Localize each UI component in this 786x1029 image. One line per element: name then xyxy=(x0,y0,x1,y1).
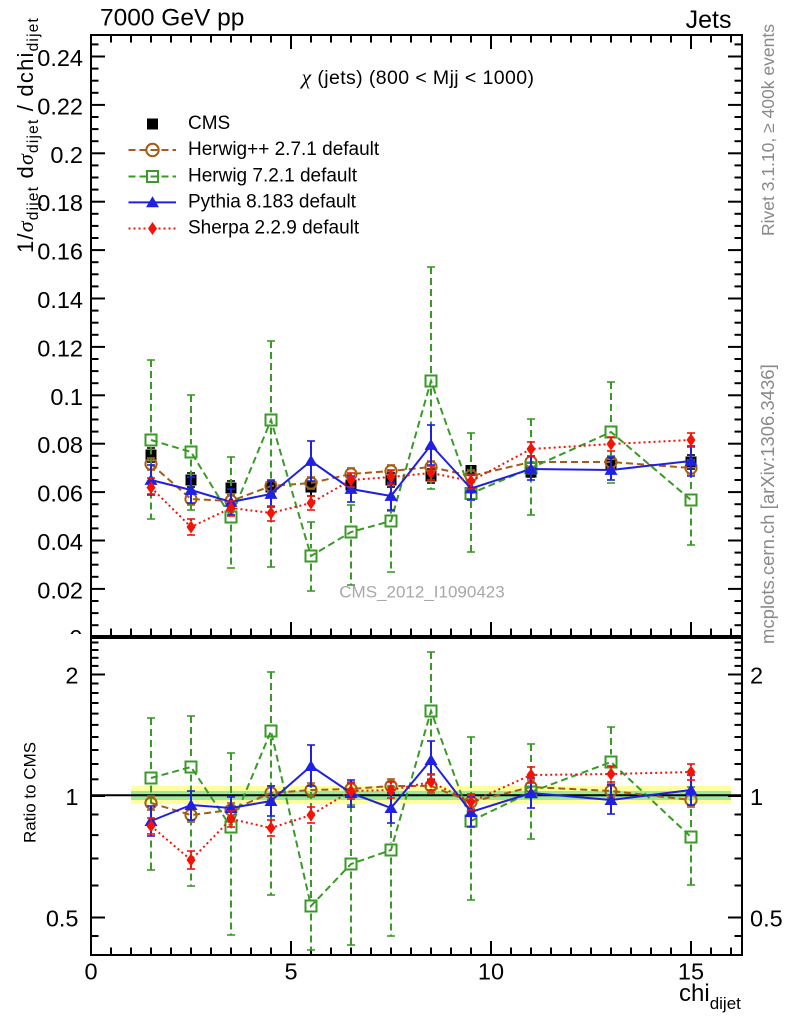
svg-text:0.06: 0.06 xyxy=(37,481,83,507)
svg-text:0.04: 0.04 xyxy=(37,529,83,555)
svg-text:0.02: 0.02 xyxy=(37,577,83,603)
svg-text:0.5: 0.5 xyxy=(46,906,79,932)
svg-text:0.16: 0.16 xyxy=(37,239,83,265)
svg-text:Herwig++ 2.7.1 default: Herwig++ 2.7.1 default xyxy=(188,139,380,160)
svg-text:Pythia 8.183 default: Pythia 8.183 default xyxy=(188,191,357,212)
svg-text:1: 1 xyxy=(750,784,763,810)
svg-text:1: 1 xyxy=(65,784,78,810)
svg-text:0.18: 0.18 xyxy=(37,190,83,216)
svg-text:5: 5 xyxy=(284,959,297,985)
svg-text:Ratio to CMS: Ratio to CMS xyxy=(21,742,40,843)
svg-text:0: 0 xyxy=(84,959,97,985)
svg-text:0.1: 0.1 xyxy=(50,384,83,410)
svg-text:χ (jets) (800 < Mjj < 1000): χ (jets) (800 < Mjj < 1000) xyxy=(300,65,535,89)
svg-text:0.08: 0.08 xyxy=(37,432,83,458)
svg-text:CMS: CMS xyxy=(188,113,230,134)
svg-text:7000 GeV pp: 7000 GeV pp xyxy=(100,5,244,32)
svg-text:0: 0 xyxy=(69,625,82,651)
svg-text:CMS_2012_I1090423: CMS_2012_I1090423 xyxy=(339,583,504,602)
svg-text:0.5: 0.5 xyxy=(750,906,783,932)
svg-text:0.2: 0.2 xyxy=(50,142,83,168)
svg-text:0.12: 0.12 xyxy=(37,335,83,361)
svg-text:0.24: 0.24 xyxy=(37,45,83,71)
svg-text:mcplots.cern.ch [arXiv:1306.34: mcplots.cern.ch [arXiv:1306.3436] xyxy=(757,364,778,644)
svg-text:2: 2 xyxy=(750,663,763,689)
svg-text:Herwig 7.2.1 default: Herwig 7.2.1 default xyxy=(188,166,358,187)
svg-text:Rivet 3.1.10, ≥ 400k events: Rivet 3.1.10, ≥ 400k events xyxy=(758,24,778,236)
svg-text:2: 2 xyxy=(65,663,78,689)
svg-text:0.14: 0.14 xyxy=(37,287,83,313)
svg-text:15: 15 xyxy=(678,959,704,985)
svg-text:10: 10 xyxy=(478,959,504,985)
svg-text:Jets: Jets xyxy=(686,6,732,34)
svg-text:0.22: 0.22 xyxy=(37,93,83,119)
svg-text:Sherpa 2.2.9 default: Sherpa 2.2.9 default xyxy=(188,218,360,239)
